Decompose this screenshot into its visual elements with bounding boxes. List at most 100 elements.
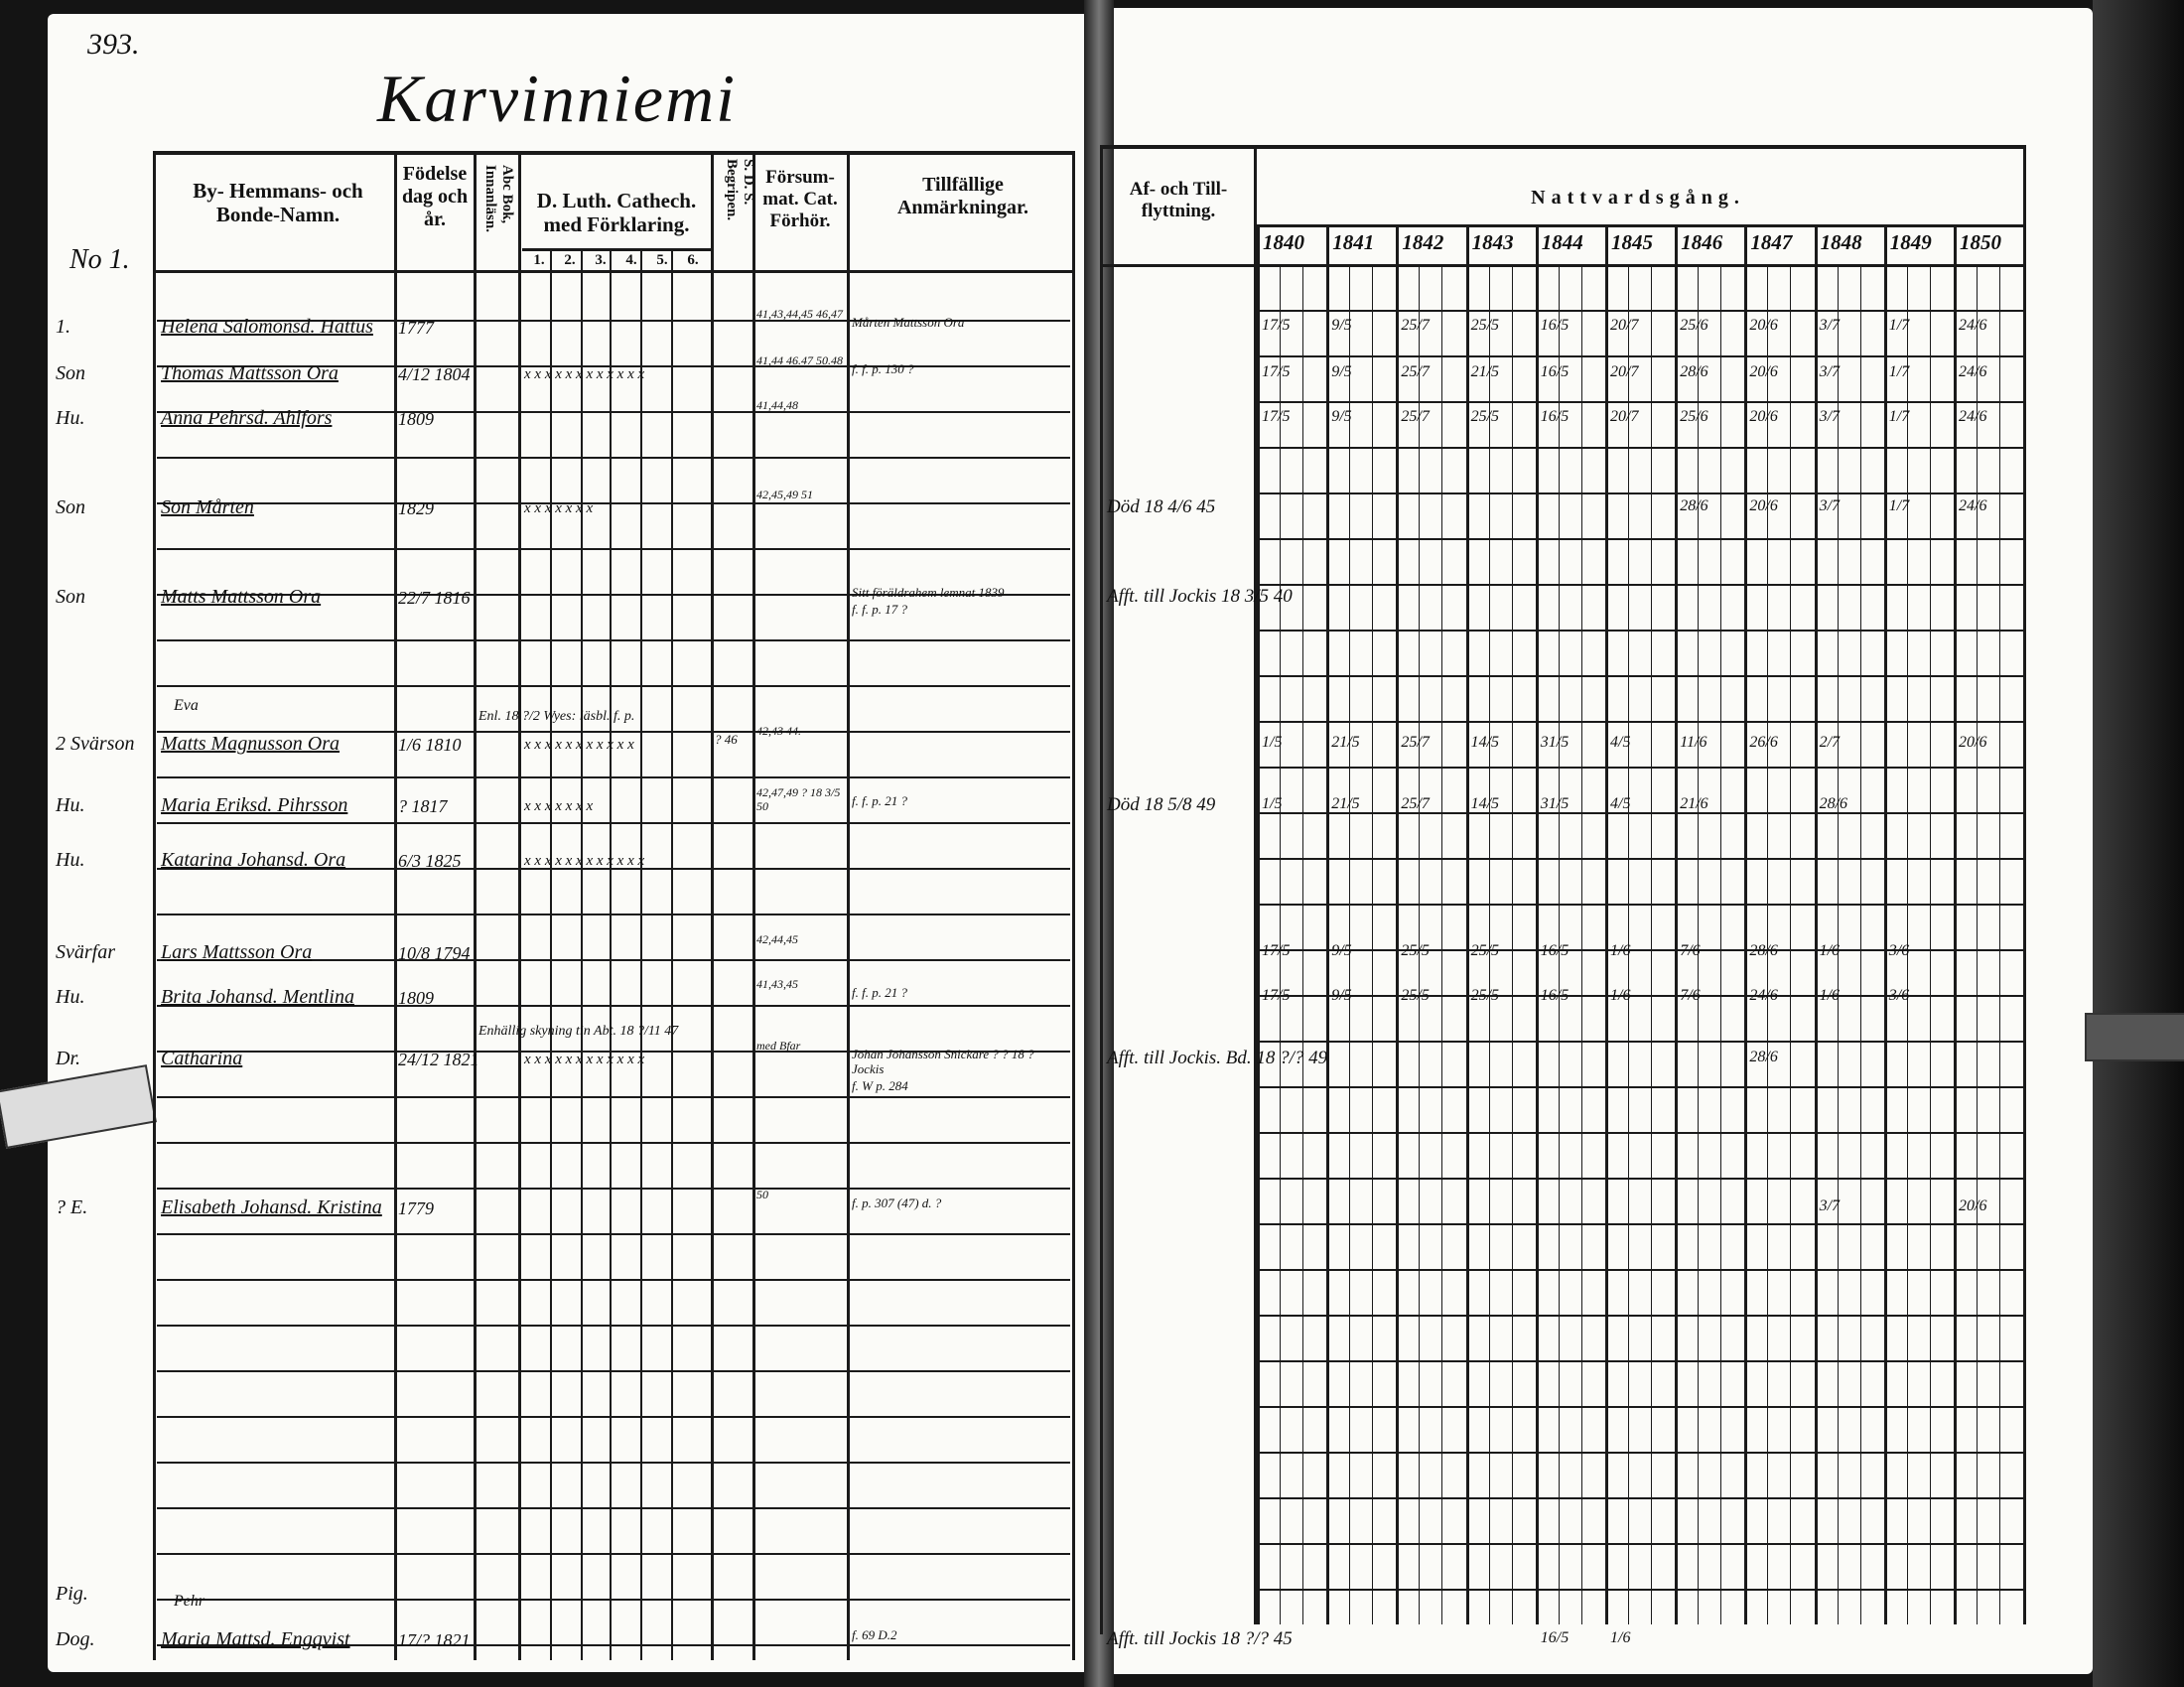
communion-date: 26/6 xyxy=(1749,734,1778,751)
move-note: Afft. till Jockis 18 3/5 40 xyxy=(1107,586,1293,607)
row-rule xyxy=(157,1599,1070,1601)
year-label: 1845 xyxy=(1611,230,1653,254)
communion-date: 9/5 xyxy=(1331,363,1352,380)
year-subcolumn-rule xyxy=(1628,264,1629,1624)
communion-row-rule xyxy=(1257,1360,2023,1362)
year-label: 1843 xyxy=(1471,230,1514,254)
communion-date: 3/7 xyxy=(1819,363,1841,380)
communion-row-rule xyxy=(1257,1041,2023,1043)
communion-date: 17/5 xyxy=(1262,942,1291,959)
year-label: 1844 xyxy=(1541,230,1583,254)
column-rule xyxy=(1072,151,1075,1660)
communion-date: 25/7 xyxy=(1401,795,1430,812)
column-rule xyxy=(711,151,714,1660)
year-label: 1841 xyxy=(1332,230,1375,254)
year-label: 1840 xyxy=(1263,230,1304,254)
remark-note: f. f. p. 21 ? xyxy=(852,793,907,808)
entry-role: ? E. xyxy=(56,1196,88,1218)
row-rule xyxy=(157,639,1070,641)
communion-date: 20/6 xyxy=(1959,734,1987,751)
year-subcolumn-rule xyxy=(1280,264,1281,1624)
year-label: 1847 xyxy=(1750,230,1793,254)
communion-row-rule xyxy=(1257,401,2023,403)
entry-name: Thomas Mattsson Ora xyxy=(161,362,339,384)
year-label: 1848 xyxy=(1820,230,1862,254)
entry-birth: 17/? 1821 xyxy=(398,1630,471,1650)
row-rule xyxy=(157,1096,1070,1098)
catechism-subheader-rule xyxy=(522,248,711,251)
entry-name: Matts Magnusson Ora xyxy=(161,733,341,755)
communion-date: 25/5 xyxy=(1470,987,1500,1004)
year-column-rule xyxy=(1465,224,1469,1624)
entry-birth: 4/12 1804 xyxy=(398,364,471,384)
communion-date: 1/7 xyxy=(1888,497,1910,514)
right-page xyxy=(1110,8,2093,1674)
book-edge xyxy=(2093,0,2184,1687)
entry-role: Son xyxy=(56,362,85,384)
entry-birth: 1809 xyxy=(398,988,434,1008)
communion-date: 9/5 xyxy=(1331,317,1352,334)
sds-note: ? 46 xyxy=(715,732,738,747)
catechism-col-label: 5. xyxy=(656,252,668,268)
communion-date: 1/5 xyxy=(1262,734,1283,751)
communion-date: 31/5 xyxy=(1540,734,1570,751)
row-rule xyxy=(157,1644,1070,1646)
communion-date: 1/5 xyxy=(1262,795,1283,812)
year-subcolumn-rule xyxy=(1977,264,1978,1624)
column-rule xyxy=(1254,145,1257,1624)
row-rule xyxy=(157,1553,1070,1555)
column-rule xyxy=(1100,145,1103,1634)
row-rule xyxy=(157,685,1070,687)
row-rule xyxy=(157,959,1070,961)
catechism-marks: x x x x x x x xyxy=(524,798,594,814)
row-rule xyxy=(157,502,1070,504)
entry-birth: 1779 xyxy=(398,1198,434,1218)
row-rule xyxy=(157,1279,1070,1281)
communion-row-rule xyxy=(1257,721,2023,723)
catechism-note: Enhällig skyning tin Abt. 18 ?/11 47 xyxy=(478,1024,679,1039)
year-subcolumn-rule xyxy=(1837,264,1839,1624)
catechism-subcolumn-rule xyxy=(550,250,552,1660)
row-rule xyxy=(157,1325,1070,1327)
row-rule xyxy=(157,1005,1070,1007)
year-subcolumn-rule xyxy=(1906,264,1908,1624)
remark-note-2: f. W p. 284 xyxy=(852,1078,908,1093)
book-spine xyxy=(1084,0,1114,1687)
header-tillfallige: Tillfällige Anmärkningar. xyxy=(896,174,1029,218)
entry-role: Son xyxy=(56,496,85,518)
row-rule xyxy=(157,457,1070,459)
entry-birth: 1809 xyxy=(398,409,434,429)
communion-date: 31/5 xyxy=(1540,795,1570,812)
forsummat-note: 41,43,44,45 46,47 xyxy=(756,307,843,321)
header-abc: Abc Bok, Innanläsn. xyxy=(482,165,515,232)
row-rule xyxy=(157,1188,1070,1190)
communion-date: 11/6 xyxy=(1680,734,1707,751)
entry-name: Lars Mattsson Ora xyxy=(161,941,313,963)
move-note: Afft. till Jockis. Bd. 18 ?/? 49 xyxy=(1107,1048,1328,1068)
entry-above: Pehr xyxy=(174,1593,205,1610)
row-rule xyxy=(157,776,1070,778)
communion-row-rule xyxy=(1257,1452,2023,1454)
communion-date: 28/6 xyxy=(1749,1049,1778,1065)
entry-name: Maria Mattsd. Engqvist xyxy=(161,1628,350,1650)
forsummat-note: med Bfar xyxy=(756,1039,801,1053)
column-rule xyxy=(2023,145,2026,1624)
year-subcolumn-rule xyxy=(1372,264,1374,1624)
year-subcolumn-rule xyxy=(1511,264,1513,1624)
household-number: No 1. xyxy=(69,244,130,275)
row-rule xyxy=(157,1370,1070,1372)
entry-role: Dr. xyxy=(56,1048,81,1069)
entry-role: Dog. xyxy=(56,1628,95,1650)
communion-date: 25/7 xyxy=(1401,363,1430,380)
page-clip-right xyxy=(2085,1013,2184,1061)
header-birth: Födelse dag och år. xyxy=(401,163,469,230)
year-column-rule xyxy=(1814,224,1818,1624)
year-subcolumn-rule xyxy=(1790,264,1792,1624)
communion-date: 24/6 xyxy=(1749,987,1778,1004)
forsummat-note: 42,47,49 ? 18 3/5 50 xyxy=(756,785,841,813)
communion-row-rule xyxy=(1257,1269,2023,1271)
column-rule xyxy=(153,151,156,1660)
communion-date: 3/6 xyxy=(1888,987,1910,1004)
catechism-marks: x x x x x x x x x x x x xyxy=(524,1052,645,1067)
forsummat-note: 42,43 44. xyxy=(756,724,801,738)
